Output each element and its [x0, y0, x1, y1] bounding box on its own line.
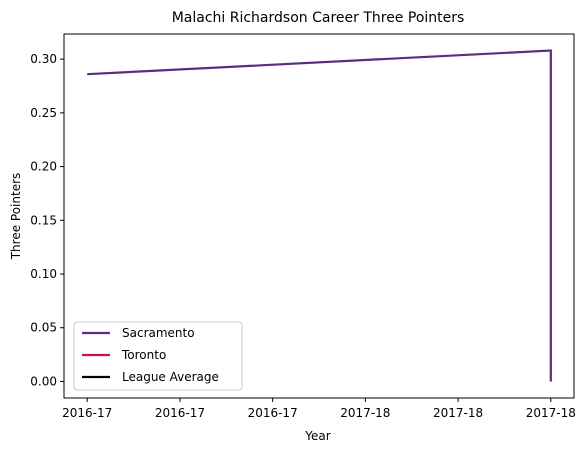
- x-tick-label: 2016-17: [62, 406, 112, 420]
- x-tick-label: 2017-18: [526, 406, 576, 420]
- x-axis-title: Year: [304, 429, 330, 443]
- series-layer: [87, 49, 552, 382]
- legend: Sacramento Toronto League Average: [73, 321, 243, 391]
- legend-label: Toronto: [121, 348, 166, 362]
- y-axis-title: Three Pointers: [9, 173, 23, 261]
- y-axis: 0.00 0.05 0.10 0.15 0.20 0.25 0.30: [30, 52, 64, 388]
- chart-title: Malachi Richardson Career Three Pointers: [172, 10, 465, 26]
- y-tick-label: 0.10: [30, 267, 57, 281]
- x-tick-label: 2016-17: [248, 406, 298, 420]
- plot-frame: [63, 33, 575, 399]
- legend-label: Sacramento: [122, 326, 195, 340]
- y-tick-label: 0.20: [30, 160, 57, 174]
- x-tick-label: 2017-18: [433, 406, 483, 420]
- x-tick-label: 2016-17: [155, 406, 205, 420]
- legend-box: [73, 321, 243, 391]
- y-tick-label: 0.00: [30, 374, 57, 388]
- y-tick-label: 0.15: [30, 213, 57, 227]
- x-axis: 2016-17 2016-17 2016-17 2017-18 2017-18 2017-…: [62, 398, 576, 420]
- series-line-sacramento: [87, 49, 552, 382]
- y-tick-label: 0.05: [30, 321, 57, 335]
- legend-label: League Average: [122, 370, 219, 384]
- x-tick-label: 2017-18: [340, 406, 390, 420]
- y-tick-label: 0.25: [30, 106, 57, 120]
- y-tick-label: 0.30: [30, 52, 57, 66]
